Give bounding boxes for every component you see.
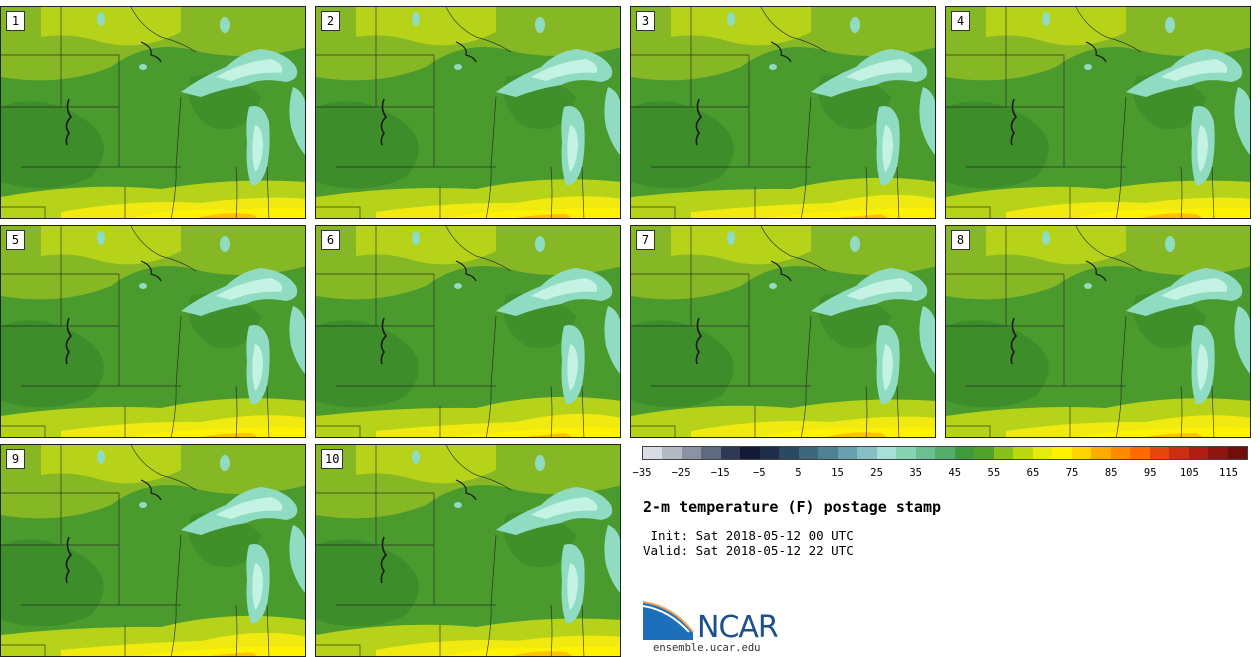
legend-tick-label: 35 xyxy=(909,467,922,479)
member-number-label: 3 xyxy=(636,11,655,31)
legend-swatch xyxy=(954,447,975,459)
legend-swatch xyxy=(1071,447,1092,459)
temperature-map xyxy=(946,7,1250,218)
valid-time: Valid: Sat 2018-05-12 22 UTC xyxy=(643,543,854,558)
legend-swatch xyxy=(1013,447,1033,459)
legend-tick-label: −5 xyxy=(752,467,766,479)
legend-swatch xyxy=(1208,447,1228,459)
legend-tick-label: 45 xyxy=(948,467,962,479)
temperature-map xyxy=(631,7,935,218)
legend-swatch xyxy=(662,447,682,459)
member-number-label: 4 xyxy=(951,11,970,31)
ncar-logo-text: NCAR xyxy=(697,610,779,645)
member-number-label: 10 xyxy=(321,449,344,469)
color-legend: −35 −25 −15 −5 5 15 25 35 45 55 65 75 85 95 105 115 xyxy=(633,446,1248,479)
legend-tick-label: −35 xyxy=(632,467,652,479)
temperature-map xyxy=(1,7,305,218)
member-number-label: 2 xyxy=(321,11,340,31)
temperature-map xyxy=(316,445,620,656)
legend-swatch xyxy=(1130,447,1150,459)
legend-tick-label: 25 xyxy=(870,467,883,479)
legend-tick-label: 75 xyxy=(1065,467,1079,479)
legend-swatch xyxy=(993,447,1014,459)
legend-tick-label: 65 xyxy=(1026,467,1040,479)
postage-stamp-panel[interactable]: 4 xyxy=(945,6,1251,219)
member-number-label: 5 xyxy=(6,230,25,250)
legend-swatch xyxy=(1052,447,1072,459)
legend-swatch xyxy=(1110,447,1131,459)
postage-stamp-panel[interactable]: 1 xyxy=(0,6,306,219)
figure-title: 2-m temperature (F) postage stamp xyxy=(643,498,942,516)
temperature-map xyxy=(946,226,1250,437)
legend-swatch xyxy=(837,447,858,459)
legend-swatch xyxy=(720,447,741,459)
legend-swatch xyxy=(818,447,838,459)
temperature-map xyxy=(631,226,935,437)
ncar-logo[interactable]: NCAR ensemble.ucar.edu xyxy=(643,600,803,656)
temperature-map xyxy=(1,226,305,437)
legend-swatch xyxy=(857,447,877,459)
legend-swatch xyxy=(876,447,897,459)
postage-stamp-panel[interactable]: 8 xyxy=(945,225,1251,438)
legend-tick-label: 115 xyxy=(1218,467,1238,479)
postage-stamp-panel[interactable]: 10 xyxy=(315,444,621,657)
legend-tick-label: 85 xyxy=(1104,467,1118,479)
member-number-label: 1 xyxy=(6,11,25,31)
postage-stamp-panel[interactable]: 3 xyxy=(630,6,936,219)
legend-swatch xyxy=(1227,447,1248,459)
legend-swatch xyxy=(915,447,936,459)
legend-swatch xyxy=(701,447,721,459)
legend-tick-label: 55 xyxy=(987,467,1001,479)
temperature-map xyxy=(1,445,305,656)
legend-swatch xyxy=(1188,447,1209,459)
legend-swatch xyxy=(1169,447,1189,459)
member-number-label: 9 xyxy=(6,449,25,469)
legend-swatch xyxy=(935,447,955,459)
legend-tick-label: 105 xyxy=(1179,467,1199,479)
init-time: Init: Sat 2018-05-12 00 UTC xyxy=(643,528,854,543)
postage-stamp-panel[interactable]: 5 xyxy=(0,225,306,438)
ncar-swoosh-icon xyxy=(643,601,694,640)
legend-tick-label: 95 xyxy=(1143,467,1157,479)
logo-url[interactable]: ensemble.ucar.edu xyxy=(653,642,761,654)
legend-swatch xyxy=(1091,447,1111,459)
member-number-label: 6 xyxy=(321,230,340,250)
member-number-label: 8 xyxy=(951,230,970,250)
legend-swatch xyxy=(974,447,994,459)
legend-swatch xyxy=(759,447,780,459)
postage-stamp-panel[interactable]: 7 xyxy=(630,225,936,438)
member-number-label: 7 xyxy=(636,230,655,250)
legend-swatch xyxy=(896,447,916,459)
legend-swatch xyxy=(1149,447,1170,459)
legend-tick-label: −25 xyxy=(671,467,691,479)
legend-tick-label: 5 xyxy=(795,467,802,479)
legend-swatch xyxy=(740,447,760,459)
legend-swatch xyxy=(779,447,799,459)
legend-tick-label: −15 xyxy=(710,467,730,479)
legend-color-bar xyxy=(642,446,1248,460)
legend-tick-label: 15 xyxy=(831,467,844,479)
legend-swatch xyxy=(1032,447,1053,459)
legend-swatch xyxy=(681,447,702,459)
postage-stamp-panel[interactable]: 6 xyxy=(315,225,621,438)
temperature-map xyxy=(316,226,620,437)
postage-stamp-panel[interactable]: 2 xyxy=(315,6,621,219)
legend-swatch xyxy=(643,447,663,459)
postage-stamp-panel[interactable]: 9 xyxy=(0,444,306,657)
legend-swatch xyxy=(798,447,819,459)
temperature-map xyxy=(316,7,620,218)
